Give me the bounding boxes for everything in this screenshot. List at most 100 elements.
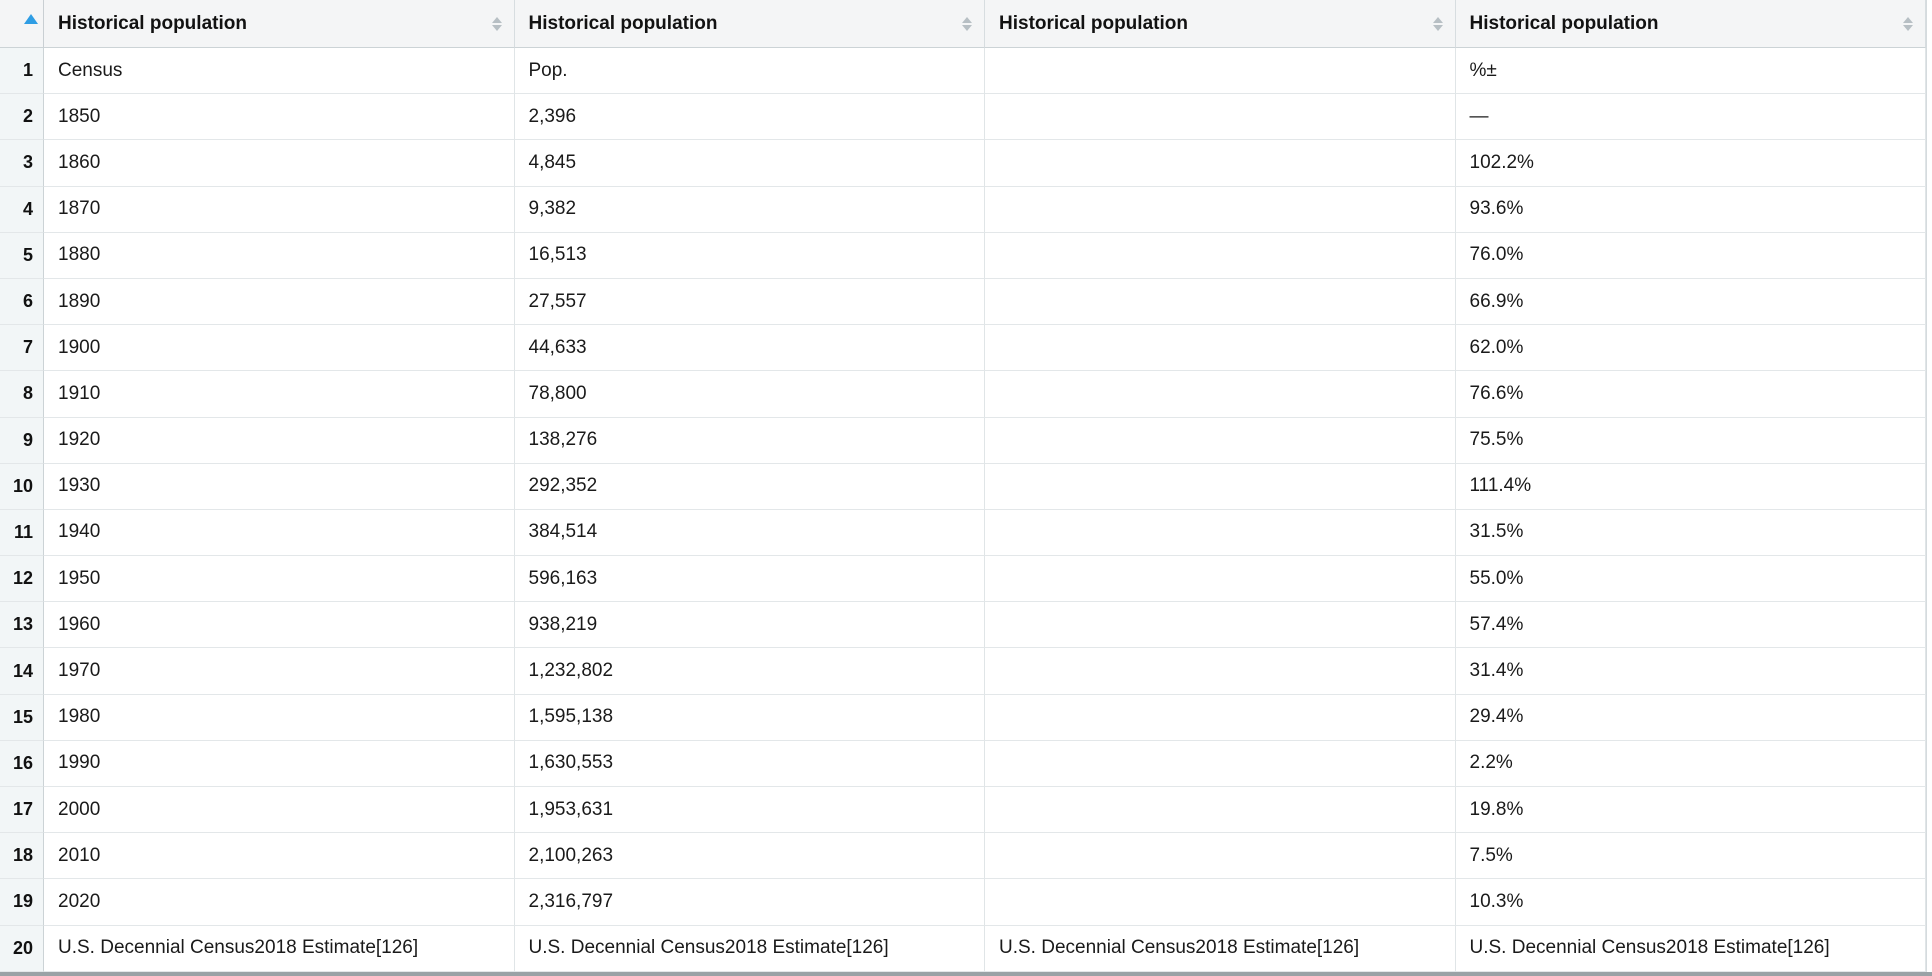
table-cell[interactable]: 1960	[44, 602, 515, 649]
table-cell[interactable]: 384,514	[514, 509, 985, 557]
table-cell[interactable]: 31.4%	[1455, 648, 1926, 695]
table-cell[interactable]: 44,633	[514, 325, 985, 372]
column-header[interactable]: Historical population	[44, 0, 515, 48]
sort-toggle-icon[interactable]	[1425, 16, 1443, 31]
table-cell[interactable]: 2000	[44, 787, 515, 834]
row-number[interactable]: 17	[0, 787, 44, 834]
table-cell[interactable]: 1900	[44, 325, 515, 372]
table-cell[interactable]: 2,396	[514, 94, 985, 141]
row-number[interactable]: 8	[0, 371, 44, 418]
table-cell[interactable]: 111.4%	[1455, 463, 1926, 510]
table-cell[interactable]	[985, 140, 1456, 187]
table-cell[interactable]	[985, 879, 1456, 926]
column-header[interactable]: Historical population	[1455, 0, 1926, 48]
table-cell[interactable]	[985, 325, 1456, 372]
row-number[interactable]: 11	[0, 509, 44, 557]
table-cell[interactable]	[985, 740, 1456, 787]
table-cell[interactable]: 93.6%	[1455, 186, 1926, 233]
table-cell[interactable]: 102.2%	[1455, 140, 1926, 187]
table-cell[interactable]	[985, 833, 1456, 880]
row-number[interactable]: 1	[0, 48, 44, 95]
row-number[interactable]: 12	[0, 556, 44, 603]
table-cell[interactable]: 596,163	[514, 556, 985, 603]
table-cell[interactable]: 938,219	[514, 602, 985, 649]
table-cell[interactable]: 1880	[44, 232, 515, 279]
table-cell[interactable]	[985, 602, 1456, 649]
column-header[interactable]: Historical population	[985, 0, 1456, 48]
table-cell[interactable]	[985, 787, 1456, 834]
table-cell[interactable]: 2010	[44, 833, 515, 880]
table-cell[interactable]: 29.4%	[1455, 694, 1926, 741]
table-cell[interactable]: 1910	[44, 371, 515, 418]
table-cell[interactable]: 1,630,553	[514, 740, 985, 787]
table-cell[interactable]: Census	[44, 48, 515, 95]
table-cell[interactable]: 2,100,263	[514, 833, 985, 880]
table-cell[interactable]: 1980	[44, 694, 515, 741]
table-cell[interactable]: 78,800	[514, 371, 985, 418]
row-number[interactable]: 14	[0, 648, 44, 695]
row-number[interactable]: 20	[0, 925, 44, 972]
table-cell[interactable]: 62.0%	[1455, 325, 1926, 372]
table-cell[interactable]: U.S. Decennial Census2018 Estimate[126]	[1455, 925, 1926, 972]
table-cell[interactable]: 1970	[44, 648, 515, 695]
table-cell[interactable]: —	[1455, 94, 1926, 141]
row-number[interactable]: 6	[0, 278, 44, 326]
row-number[interactable]: 4	[0, 186, 44, 233]
table-cell[interactable]: 4,845	[514, 140, 985, 187]
row-number[interactable]: 7	[0, 325, 44, 372]
table-cell[interactable]	[985, 694, 1456, 741]
table-cell[interactable]	[985, 463, 1456, 510]
table-cell[interactable]: 1870	[44, 186, 515, 233]
table-cell[interactable]: 2.2%	[1455, 740, 1926, 787]
table-cell[interactable]	[985, 278, 1456, 326]
table-cell[interactable]	[985, 556, 1456, 603]
table-cell[interactable]	[985, 186, 1456, 233]
table-cell[interactable]: 75.5%	[1455, 417, 1926, 464]
table-cell[interactable]: U.S. Decennial Census2018 Estimate[126]	[985, 925, 1456, 972]
table-cell[interactable]: 57.4%	[1455, 602, 1926, 649]
table-cell[interactable]: 1930	[44, 463, 515, 510]
table-cell[interactable]: 1890	[44, 278, 515, 326]
table-cell[interactable]	[985, 648, 1456, 695]
table-cell[interactable]: 1990	[44, 740, 515, 787]
table-cell[interactable]: 1920	[44, 417, 515, 464]
sort-toggle-icon[interactable]	[954, 16, 972, 31]
row-number[interactable]: 9	[0, 417, 44, 464]
row-number[interactable]: 18	[0, 833, 44, 880]
table-cell[interactable]: %±	[1455, 48, 1926, 95]
table-cell[interactable]: Pop.	[514, 48, 985, 95]
table-cell[interactable]: 55.0%	[1455, 556, 1926, 603]
table-cell[interactable]: 138,276	[514, 417, 985, 464]
table-cell[interactable]	[985, 232, 1456, 279]
sort-toggle-icon[interactable]	[484, 16, 502, 31]
table-cell[interactable]: 7.5%	[1455, 833, 1926, 880]
row-number[interactable]: 10	[0, 463, 44, 510]
table-cell[interactable]: U.S. Decennial Census2018 Estimate[126]	[514, 925, 985, 972]
table-cell[interactable]: 76.0%	[1455, 232, 1926, 279]
table-cell[interactable]: 2020	[44, 879, 515, 926]
column-header[interactable]: Historical population	[514, 0, 985, 48]
table-cell[interactable]: 9,382	[514, 186, 985, 233]
table-cell[interactable]: 76.6%	[1455, 371, 1926, 418]
sort-toggle-icon[interactable]	[1895, 16, 1913, 31]
table-cell[interactable]: 66.9%	[1455, 278, 1926, 326]
row-number[interactable]: 19	[0, 879, 44, 926]
table-cell[interactable]: 1940	[44, 509, 515, 557]
table-cell[interactable]	[985, 417, 1456, 464]
table-cell[interactable]	[985, 94, 1456, 141]
table-cell[interactable]: 1850	[44, 94, 515, 141]
row-number-column-header[interactable]	[0, 0, 44, 48]
table-cell[interactable]	[985, 48, 1456, 95]
row-number[interactable]: 15	[0, 694, 44, 741]
table-cell[interactable]: 1950	[44, 556, 515, 603]
table-cell[interactable]: 27,557	[514, 278, 985, 326]
table-cell[interactable]: 10.3%	[1455, 879, 1926, 926]
row-number[interactable]: 2	[0, 94, 44, 141]
table-cell[interactable]: U.S. Decennial Census2018 Estimate[126]	[44, 925, 515, 972]
table-cell[interactable]: 2,316,797	[514, 879, 985, 926]
table-cell[interactable]: 1860	[44, 140, 515, 187]
table-cell[interactable]: 292,352	[514, 463, 985, 510]
row-number[interactable]: 3	[0, 140, 44, 187]
table-cell[interactable]: 19.8%	[1455, 787, 1926, 834]
table-cell[interactable]: 1,953,631	[514, 787, 985, 834]
